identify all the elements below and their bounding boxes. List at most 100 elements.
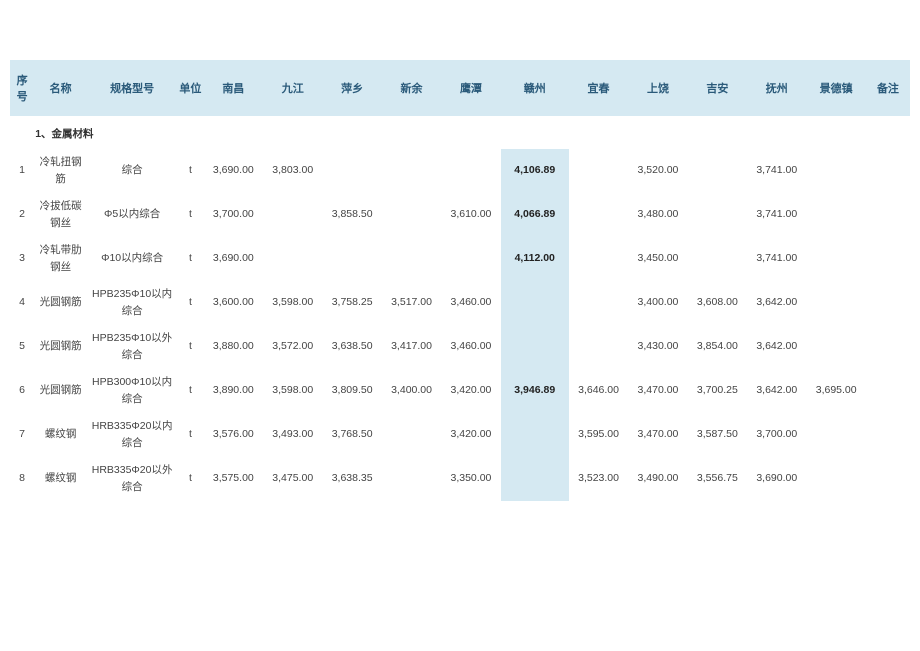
cell-jian: 3,854.00 <box>688 325 747 369</box>
price-table: 序号 名称 规格型号 单位 南昌 九江 萍乡 新余 鹰潭 赣州 宜春 上饶 吉安… <box>10 60 910 501</box>
cell-nanchang: 3,576.00 <box>204 413 263 457</box>
cell-remark <box>866 457 910 501</box>
table-row: 1冷轧扭钢筋综合t3,690.003,803.004,106.893,520.0… <box>10 149 910 193</box>
cell-jdz <box>806 193 865 237</box>
cell-fuzhou: 3,741.00 <box>747 237 806 281</box>
cell-ganzhou <box>501 281 569 325</box>
table-header: 序号 名称 规格型号 单位 南昌 九江 萍乡 新余 鹰潭 赣州 宜春 上饶 吉安… <box>10 60 910 116</box>
cell-fuzhou: 3,642.00 <box>747 325 806 369</box>
cell-xinyu <box>382 193 441 237</box>
cell-model: HRB335Φ20以内综合 <box>87 413 177 457</box>
cell-jian: 3,700.25 <box>688 369 747 413</box>
table-row: 4光圆钢筋HPB235Φ10以内综合t3,600.003,598.003,758… <box>10 281 910 325</box>
cell-xinyu <box>382 413 441 457</box>
cell-unit: t <box>177 237 203 281</box>
cell-shangrao: 3,470.00 <box>628 369 687 413</box>
cell-unit: t <box>177 281 203 325</box>
cell-nanchang: 3,880.00 <box>204 325 263 369</box>
cell-model: 综合 <box>87 149 177 193</box>
cell-pingxiang: 3,758.25 <box>322 281 381 325</box>
cell-jian: 3,587.50 <box>688 413 747 457</box>
cell-xinyu <box>382 457 441 501</box>
cell-yichun <box>569 281 628 325</box>
cell-jdz <box>806 325 865 369</box>
cell-xinyu: 3,400.00 <box>382 369 441 413</box>
cell-idx: 2 <box>10 193 34 237</box>
cell-jiujiang <box>263 237 322 281</box>
col-idx: 序号 <box>10 60 34 116</box>
cell-nanchang: 3,600.00 <box>204 281 263 325</box>
cell-jiujiang: 3,493.00 <box>263 413 322 457</box>
cell-pingxiang: 3,858.50 <box>322 193 381 237</box>
cell-yingtan: 3,420.00 <box>441 369 500 413</box>
cell-yingtan: 3,350.00 <box>441 457 500 501</box>
cell-jdz <box>806 413 865 457</box>
cell-fuzhou: 3,690.00 <box>747 457 806 501</box>
col-ganzhou: 赣州 <box>501 60 569 116</box>
cell-yingtan <box>441 237 500 281</box>
cell-yichun <box>569 325 628 369</box>
cell-idx: 6 <box>10 369 34 413</box>
cell-remark <box>866 149 910 193</box>
table-row: 8螺纹钢HRB335Φ20以外综合t3,575.003,475.003,638.… <box>10 457 910 501</box>
col-yingtan: 鹰潭 <box>441 60 500 116</box>
cell-jdz <box>806 281 865 325</box>
cell-xinyu <box>382 237 441 281</box>
col-yichun: 宜春 <box>569 60 628 116</box>
cell-jian <box>688 237 747 281</box>
cell-ganzhou: 4,112.00 <box>501 237 569 281</box>
cell-jiujiang: 3,598.00 <box>263 369 322 413</box>
cell-unit: t <box>177 149 203 193</box>
cell-yichun <box>569 149 628 193</box>
cell-pingxiang: 3,638.50 <box>322 325 381 369</box>
cell-fuzhou: 3,700.00 <box>747 413 806 457</box>
col-model: 规格型号 <box>87 60 177 116</box>
cell-ganzhou <box>501 413 569 457</box>
cell-shangrao: 3,520.00 <box>628 149 687 193</box>
cell-remark <box>866 369 910 413</box>
cell-idx: 3 <box>10 237 34 281</box>
table-row: 7螺纹钢HRB335Φ20以内综合t3,576.003,493.003,768.… <box>10 413 910 457</box>
cell-yichun: 3,523.00 <box>569 457 628 501</box>
cell-ganzhou <box>501 325 569 369</box>
cell-name: 光圆钢筋 <box>34 281 87 325</box>
cell-fuzhou: 3,741.00 <box>747 193 806 237</box>
cell-pingxiang <box>322 149 381 193</box>
cell-ganzhou: 4,066.89 <box>501 193 569 237</box>
cell-yingtan: 3,610.00 <box>441 193 500 237</box>
cell-nanchang: 3,890.00 <box>204 369 263 413</box>
cell-jiujiang: 3,803.00 <box>263 149 322 193</box>
cell-pingxiang: 3,638.35 <box>322 457 381 501</box>
cell-yichun: 3,595.00 <box>569 413 628 457</box>
cell-model: Φ5以内综合 <box>87 193 177 237</box>
cell-xinyu <box>382 149 441 193</box>
cell-jdz: 3,695.00 <box>806 369 865 413</box>
cell-jiujiang: 3,598.00 <box>263 281 322 325</box>
cell-xinyu: 3,417.00 <box>382 325 441 369</box>
cell-unit: t <box>177 413 203 457</box>
cell-yingtan <box>441 149 500 193</box>
cell-name: 螺纹钢 <box>34 457 87 501</box>
cell-ganzhou: 3,946.89 <box>501 369 569 413</box>
cell-jdz <box>806 457 865 501</box>
cell-unit: t <box>177 325 203 369</box>
col-jiujiang: 九江 <box>263 60 322 116</box>
cell-shangrao: 3,490.00 <box>628 457 687 501</box>
cell-idx: 8 <box>10 457 34 501</box>
cell-remark <box>866 325 910 369</box>
cell-jian <box>688 193 747 237</box>
col-fuzhou: 抚州 <box>747 60 806 116</box>
cell-remark <box>866 281 910 325</box>
cell-yingtan: 3,420.00 <box>441 413 500 457</box>
table-row: 2冷拔低碳钢丝Φ5以内综合t3,700.003,858.503,610.004,… <box>10 193 910 237</box>
cell-jiujiang: 3,572.00 <box>263 325 322 369</box>
cell-remark <box>866 413 910 457</box>
table-row: 3冷轧带肋钢丝Φ10以内综合t3,690.004,112.003,450.003… <box>10 237 910 281</box>
cell-model: HPB235Φ10以内综合 <box>87 281 177 325</box>
cell-remark <box>866 193 910 237</box>
cell-name: 冷拔低碳钢丝 <box>34 193 87 237</box>
cell-nanchang: 3,575.00 <box>204 457 263 501</box>
cell-pingxiang: 3,768.50 <box>322 413 381 457</box>
cell-jiujiang: 3,475.00 <box>263 457 322 501</box>
cell-name: 冷轧带肋钢丝 <box>34 237 87 281</box>
